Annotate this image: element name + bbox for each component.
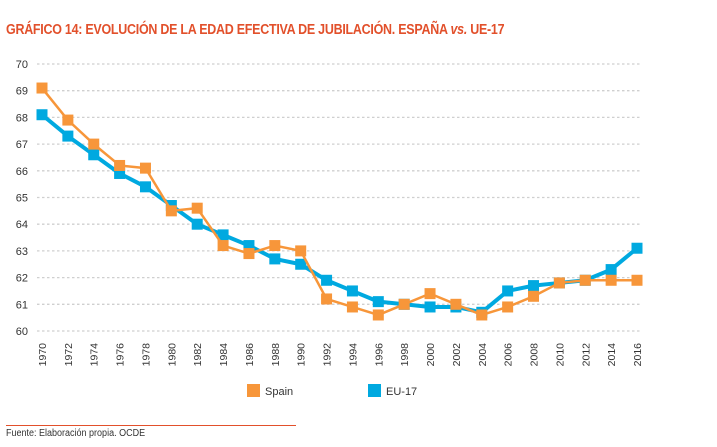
title-main: GRÁFICO 14: EVOLUCIÓN DE LA EDAD EFECTIV… xyxy=(6,22,451,38)
x-tick-label: 1998 xyxy=(399,343,411,367)
data-point-eu-17 xyxy=(372,296,384,308)
x-tick-label: 1974 xyxy=(89,343,101,367)
data-point-spain xyxy=(114,159,126,171)
data-point-spain xyxy=(398,298,410,310)
x-tick-label: 2008 xyxy=(529,343,541,367)
data-point-eu-17 xyxy=(321,274,333,286)
data-point-eu-17 xyxy=(62,130,74,142)
x-tick-label: 2016 xyxy=(632,343,644,367)
y-tick-label: 64 xyxy=(16,219,28,231)
x-tick-label: 1990 xyxy=(296,343,308,367)
x-tick-label: 2012 xyxy=(580,343,592,367)
data-point-spain xyxy=(295,245,307,257)
source-footnote: Fuente: Elaboración propia. OCDE xyxy=(6,428,146,439)
data-point-eu-17 xyxy=(139,181,151,193)
data-point-eu-17 xyxy=(191,218,203,230)
x-tick-label: 1986 xyxy=(244,343,256,367)
data-point-spain xyxy=(450,298,462,310)
y-tick-label: 62 xyxy=(16,273,28,285)
data-point-spain xyxy=(605,274,617,286)
data-point-spain xyxy=(372,309,384,321)
data-point-spain xyxy=(346,301,358,313)
y-tick-label: 63 xyxy=(16,246,28,258)
series-line-spain xyxy=(41,87,637,317)
chart-title: GRÁFICO 14: EVOLUCIÓN DE LA EDAD EFECTIV… xyxy=(6,22,505,38)
data-point-spain xyxy=(321,293,333,305)
y-tick-label: 61 xyxy=(16,299,28,311)
y-tick-label: 68 xyxy=(16,112,28,124)
data-point-spain xyxy=(476,309,488,321)
data-point-eu-17 xyxy=(528,280,540,292)
y-tick-label: 69 xyxy=(16,86,28,98)
x-tick-label: 1980 xyxy=(166,343,178,367)
data-point-eu-17 xyxy=(36,109,48,121)
data-point-eu-17 xyxy=(114,167,126,179)
data-point-spain xyxy=(191,202,203,214)
y-tick-label: 60 xyxy=(16,326,28,338)
x-tick-label: 1982 xyxy=(192,343,204,367)
data-point-spain xyxy=(424,288,436,300)
legend-marker-spain xyxy=(247,384,260,397)
data-point-eu-17 xyxy=(424,301,436,313)
footer-rule xyxy=(6,425,296,426)
x-tick-label: 1970 xyxy=(37,343,49,367)
data-point-eu-17 xyxy=(631,242,643,254)
x-tick-label: 2000 xyxy=(425,343,437,367)
legend-marker-eu-17 xyxy=(368,384,381,397)
x-tick-label: 1996 xyxy=(373,343,385,367)
data-point-spain xyxy=(243,248,255,260)
data-point-spain xyxy=(579,274,591,286)
x-tick-label: 1972 xyxy=(63,343,75,367)
data-point-eu-17 xyxy=(295,258,307,270)
data-point-spain xyxy=(217,240,229,252)
data-point-eu-17 xyxy=(346,285,358,297)
data-point-spain xyxy=(62,114,74,126)
data-point-spain xyxy=(36,82,48,94)
data-point-spain xyxy=(165,205,177,217)
data-point-eu-17 xyxy=(243,240,255,252)
data-point-eu-17 xyxy=(269,253,281,265)
data-point-spain xyxy=(631,274,643,286)
x-tick-label: 1978 xyxy=(140,343,152,367)
x-tick-label: 1984 xyxy=(218,343,230,367)
data-point-eu-17 xyxy=(605,264,617,276)
data-point-spain xyxy=(528,290,540,302)
y-tick-label: 70 xyxy=(16,59,28,71)
x-tick-label: 1988 xyxy=(270,343,282,367)
data-point-spain xyxy=(88,138,100,150)
x-tick-label: 2014 xyxy=(606,343,618,367)
x-tick-label: 1994 xyxy=(347,343,359,367)
x-tick-label: 2002 xyxy=(451,343,463,367)
data-point-spain xyxy=(553,277,565,289)
title-end: UE-17 xyxy=(467,22,505,38)
y-tick-label: 67 xyxy=(16,139,28,151)
legend-label-spain: Spain xyxy=(265,386,293,398)
data-point-eu-17 xyxy=(217,229,229,241)
data-point-eu-17 xyxy=(502,285,514,297)
data-point-spain xyxy=(139,162,151,174)
title-vs: vs. xyxy=(450,22,468,38)
x-tick-label: 2006 xyxy=(503,343,515,367)
data-point-spain xyxy=(502,301,514,313)
x-tick-label: 1976 xyxy=(115,343,127,367)
data-point-spain xyxy=(269,240,281,252)
data-point-eu-17 xyxy=(88,149,100,161)
y-tick-label: 65 xyxy=(16,193,28,205)
x-tick-label: 2004 xyxy=(477,343,489,367)
y-tick-label: 66 xyxy=(16,166,28,178)
x-tick-label: 2010 xyxy=(554,343,566,367)
legend-label-eu-17: EU-17 xyxy=(386,386,417,398)
x-tick-label: 1992 xyxy=(322,343,334,367)
